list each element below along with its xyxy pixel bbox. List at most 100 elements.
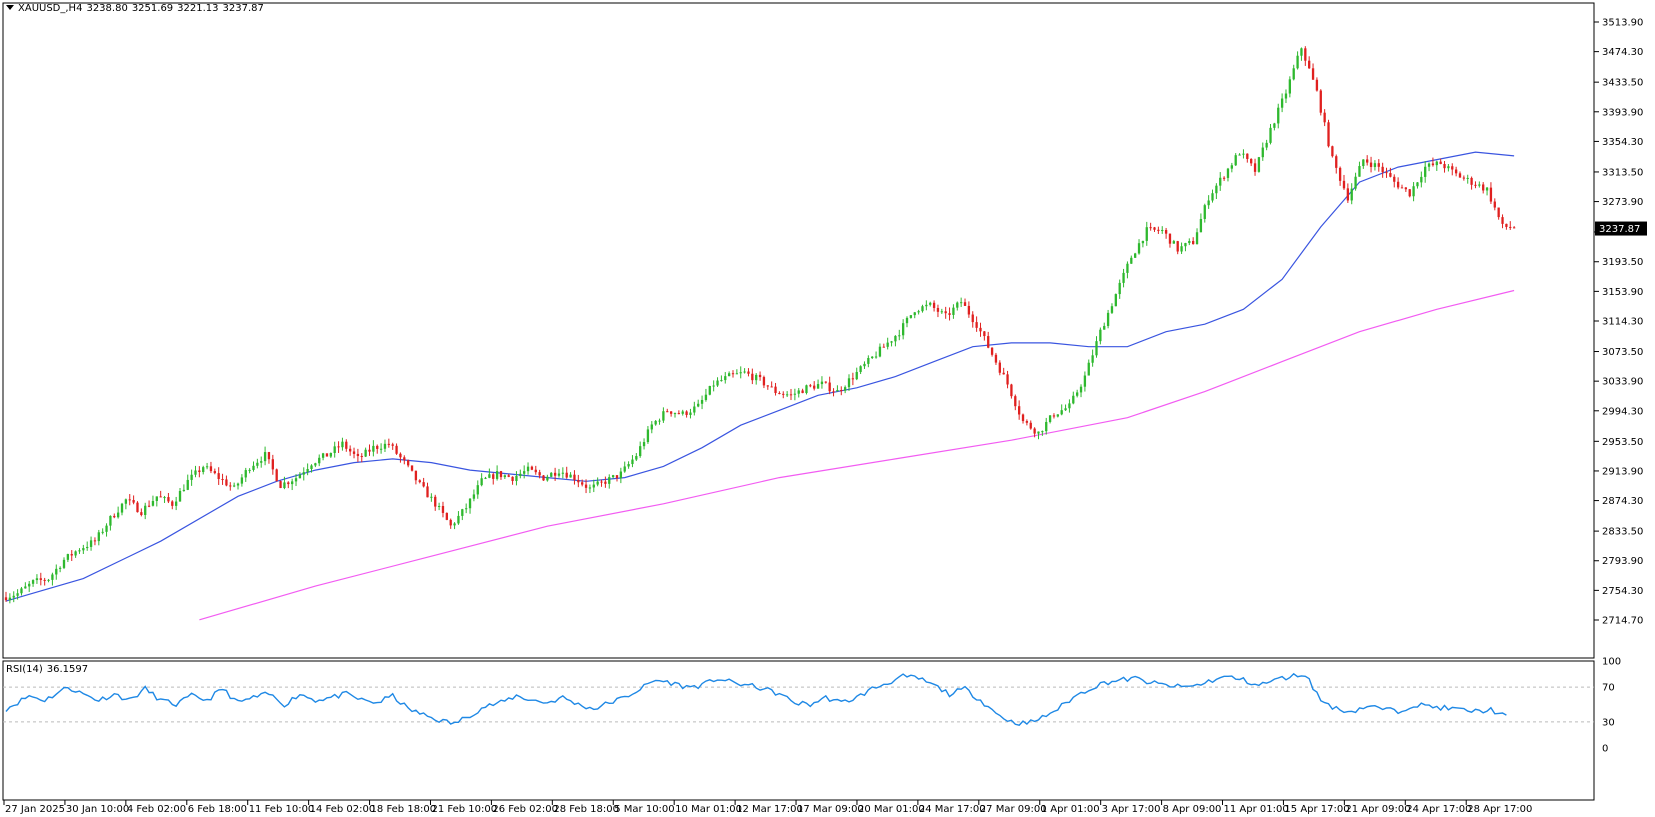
candle (739, 366, 742, 379)
candle (414, 470, 418, 485)
candle (1222, 176, 1226, 181)
candle (1393, 174, 1396, 188)
candle (1338, 166, 1342, 186)
candle (441, 501, 445, 518)
candle (971, 311, 974, 328)
candle (1215, 183, 1218, 200)
time-axis: 27 Jan 2025 30 Jan 10:004 Feb 02:00 6 Feb … (3, 800, 1532, 815)
candle (445, 512, 448, 521)
candle (805, 384, 808, 395)
candle (116, 506, 120, 519)
candle (128, 494, 131, 506)
candle (871, 356, 874, 360)
candle (909, 315, 913, 319)
time-tick-label: 6 Feb 18:00 (188, 804, 247, 815)
candle (97, 529, 100, 546)
candle (658, 418, 661, 425)
rsi-line (5, 672, 1507, 726)
candle (155, 496, 158, 507)
candle (673, 412, 677, 418)
candle (1358, 161, 1361, 177)
candle (851, 372, 855, 386)
candle (1308, 56, 1311, 69)
candle (256, 458, 259, 469)
candle (113, 513, 116, 519)
candle (975, 316, 978, 332)
candle (1253, 158, 1257, 176)
candle (8, 593, 12, 604)
candle (422, 477, 425, 488)
candle (936, 304, 940, 318)
price-tick-label: 3273.90 (1602, 197, 1643, 208)
candle (878, 343, 882, 358)
candle (1462, 175, 1466, 181)
candle (824, 381, 827, 384)
price-tick-label: 2994.30 (1602, 406, 1643, 417)
candle (650, 421, 653, 434)
candle (604, 476, 607, 488)
candle (492, 472, 495, 485)
current-price-tag: 3237.87 (1595, 221, 1647, 236)
triangle-down-icon[interactable] (6, 5, 14, 10)
candle (205, 462, 209, 470)
candle (221, 473, 224, 485)
rsi-tick-label: 30 (1602, 717, 1615, 728)
candle (573, 470, 576, 485)
candle (882, 343, 885, 348)
candle (774, 382, 777, 396)
candle (252, 461, 255, 472)
candle (472, 489, 476, 502)
candle (1188, 238, 1191, 246)
candle (1234, 153, 1237, 166)
time-tick-label: 15 Apr 17:00 (1284, 804, 1349, 815)
time-tick-label: 11 Apr 01:00 (1224, 804, 1289, 815)
price-tick-label: 2913.90 (1602, 466, 1643, 477)
candle (1277, 103, 1280, 129)
price-tick-label: 3513.90 (1602, 18, 1643, 29)
candle (147, 500, 151, 508)
price-tag-label: 3237.87 (1599, 224, 1640, 235)
candle (391, 442, 394, 450)
rsi-label: RSI(14) (6, 664, 43, 675)
candle (74, 550, 77, 558)
candle (287, 481, 290, 489)
close-value: 3237.87 (222, 3, 264, 14)
candle (523, 465, 526, 479)
candle (929, 301, 932, 307)
candle (410, 465, 414, 472)
candle (480, 473, 483, 487)
candle (337, 441, 340, 453)
candle (1362, 159, 1365, 169)
candle (727, 371, 731, 377)
candle (863, 361, 866, 369)
candle (712, 380, 715, 392)
candle (209, 461, 213, 474)
candle (1106, 309, 1110, 329)
moving-average-fast (5, 151, 1515, 602)
candle (1017, 400, 1021, 420)
price-tick-label: 3474.30 (1602, 47, 1643, 58)
candle (1381, 162, 1384, 178)
time-tick-label: 3 Apr 17:00 (1102, 804, 1161, 815)
candle (35, 574, 39, 584)
candle (867, 355, 870, 368)
price-tick-label: 2833.50 (1602, 527, 1643, 538)
low-value: 3221.13 (177, 3, 219, 14)
candle (948, 307, 951, 321)
candle (1284, 89, 1288, 104)
candle (1095, 336, 1098, 358)
candle (1207, 195, 1210, 209)
time-tick-label: 17 Mar 09:00 (797, 804, 864, 815)
candle (635, 453, 638, 462)
price-tick-label: 3354.30 (1602, 137, 1643, 148)
candle (1327, 119, 1330, 148)
candle (619, 467, 623, 484)
candle (31, 579, 35, 587)
candle (82, 544, 85, 554)
candle (1412, 182, 1415, 202)
candle (681, 409, 684, 416)
candle (1087, 359, 1090, 376)
time-tick-label: 27 Mar 09:00 (980, 804, 1047, 815)
candle (310, 464, 313, 473)
